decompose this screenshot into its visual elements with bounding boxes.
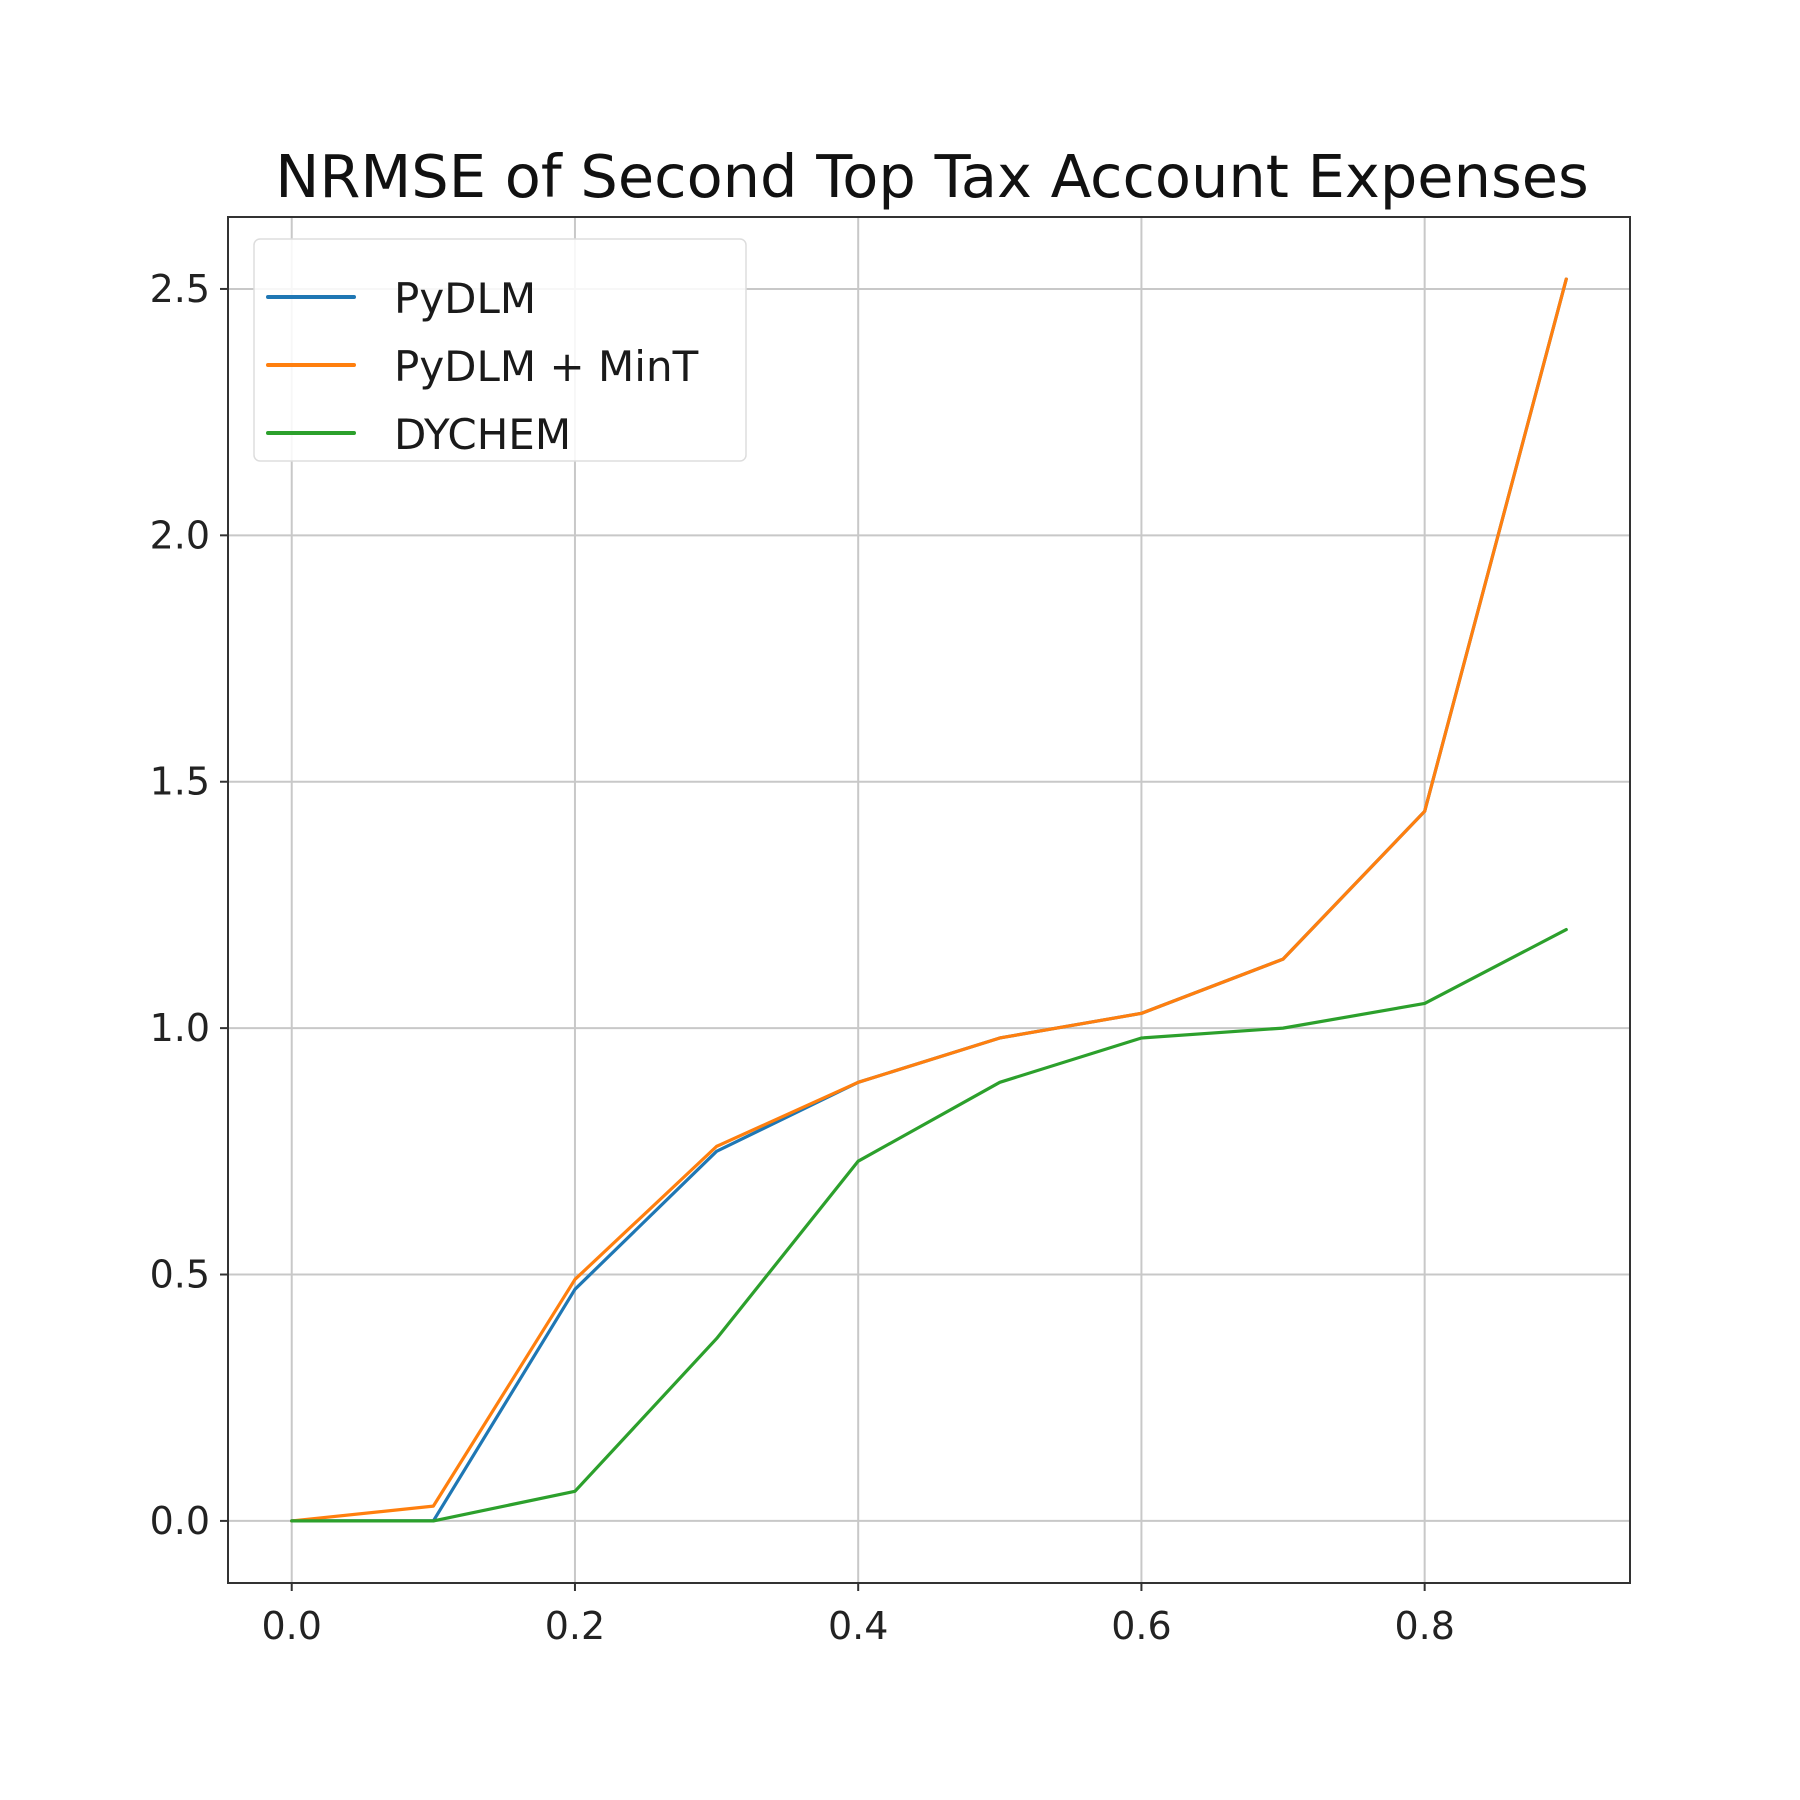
legend-label: DYCHEM <box>394 410 571 459</box>
y-tick-label: 0.0 <box>150 1499 210 1543</box>
x-tick-label: 0.0 <box>262 1604 322 1648</box>
legend: PyDLM PyDLM + MinT DYCHEM <box>253 238 747 462</box>
y-tick-label: 2.0 <box>150 513 210 557</box>
legend-box <box>253 238 747 462</box>
x-tick-label: 0.8 <box>1394 1604 1454 1648</box>
series-line-pydlm-mint <box>290 277 1568 1523</box>
chart-title: NRMSE of Second Top Tax Account Expenses <box>275 142 1589 211</box>
series-lines <box>290 277 1568 1523</box>
series-line-dychem <box>290 927 1568 1523</box>
y-tick-label: 0.5 <box>150 1253 210 1297</box>
y-tick-label: 2.5 <box>150 267 210 311</box>
plot-area-frame <box>227 216 1631 1584</box>
axis-ticks: 0.0 0.2 0.4 0.6 0.8 0.0 0.5 1.0 1.5 2.0 2.5 <box>150 267 1455 1648</box>
x-tick-label: 0.6 <box>1111 1604 1171 1648</box>
grid <box>228 217 1630 1583</box>
legend-label: PyDLM + MinT <box>394 342 699 391</box>
x-tick-label: 0.2 <box>545 1604 605 1648</box>
y-tick-label: 1.5 <box>150 760 210 804</box>
legend-label: PyDLM <box>394 274 536 323</box>
y-tick-label: 1.0 <box>150 1006 210 1050</box>
x-tick-label: 0.4 <box>828 1604 888 1648</box>
